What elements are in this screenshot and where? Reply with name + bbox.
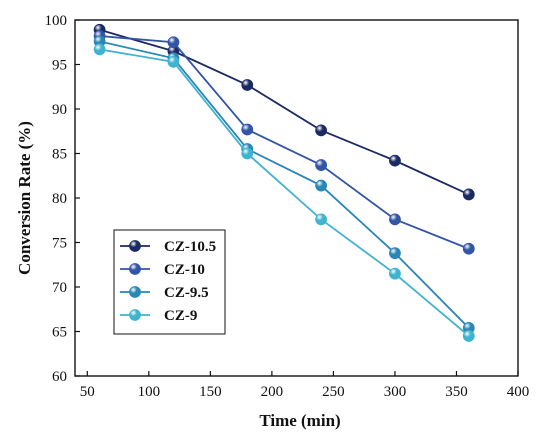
- data-point: [315, 159, 328, 171]
- legend-item: CZ-10.5: [120, 239, 216, 255]
- legend-marker: [129, 286, 141, 298]
- data-point: [462, 242, 475, 255]
- legend-marker: [129, 309, 141, 321]
- data-point: [389, 213, 401, 226]
- data-point: [389, 154, 401, 167]
- series-CZ-9: [93, 43, 475, 342]
- series-line: [99, 28, 470, 196]
- x-tick-label: 350: [445, 384, 468, 400]
- data-point: [93, 43, 106, 56]
- x-tick-label: 100: [138, 384, 161, 400]
- legend-marker: [129, 263, 141, 275]
- legend-label: CZ-10.5: [164, 239, 216, 255]
- y-tick-label: 95: [52, 58, 67, 74]
- data-point: [167, 36, 180, 49]
- y-tick-label: 60: [52, 369, 67, 385]
- series-layer: [93, 23, 475, 342]
- legend-marker: [129, 240, 141, 252]
- y-axis-ticks: 60 65 70 75 80 85 90 95 100: [45, 13, 80, 385]
- y-tick-label: 90: [52, 102, 67, 118]
- legend: CZ-10.5 CZ-10 CZ-9.5 CZ-9: [113, 229, 226, 335]
- series-line: [99, 40, 470, 329]
- data-point: [167, 55, 180, 68]
- y-axis-title: Conversion Rate (%): [15, 121, 34, 275]
- y-tick-label: 80: [52, 191, 67, 207]
- data-point: [241, 123, 254, 136]
- y-tick-label: 65: [52, 325, 67, 341]
- data-point: [462, 188, 475, 201]
- x-axis-title: Time (min): [259, 411, 340, 430]
- y-tick-label: 85: [52, 147, 67, 163]
- series-CZ-10.5: [93, 23, 475, 201]
- x-tick-label: 50: [80, 384, 95, 400]
- data-point: [241, 147, 254, 160]
- series-line: [99, 35, 470, 250]
- x-tick-label: 200: [261, 384, 284, 400]
- x-axis-ticks: 50 100 150 200 250 300 350 400: [80, 371, 529, 400]
- legend-item: CZ-10: [120, 262, 205, 278]
- data-point: [315, 213, 328, 226]
- x-tick-label: 400: [507, 384, 530, 400]
- legend-item: CZ-9: [120, 308, 197, 324]
- x-tick-label: 300: [384, 384, 407, 400]
- series-CZ-10: [93, 30, 475, 255]
- data-point: [389, 247, 401, 260]
- y-tick-label: 70: [52, 280, 67, 296]
- data-point: [315, 179, 328, 192]
- legend-label: CZ-9: [164, 308, 197, 324]
- series-line: [99, 48, 470, 337]
- y-tick-label: 75: [52, 236, 67, 252]
- x-tick-label: 250: [322, 384, 345, 400]
- data-point: [315, 124, 328, 137]
- legend-item: CZ-9.5: [120, 285, 209, 301]
- data-point: [462, 330, 475, 342]
- legend-label: CZ-10: [164, 262, 205, 278]
- data-point: [389, 267, 401, 280]
- x-tick-label: 150: [199, 384, 222, 400]
- legend-label: CZ-9.5: [164, 285, 209, 301]
- y-tick-label: 100: [45, 13, 68, 29]
- data-point: [241, 79, 254, 91]
